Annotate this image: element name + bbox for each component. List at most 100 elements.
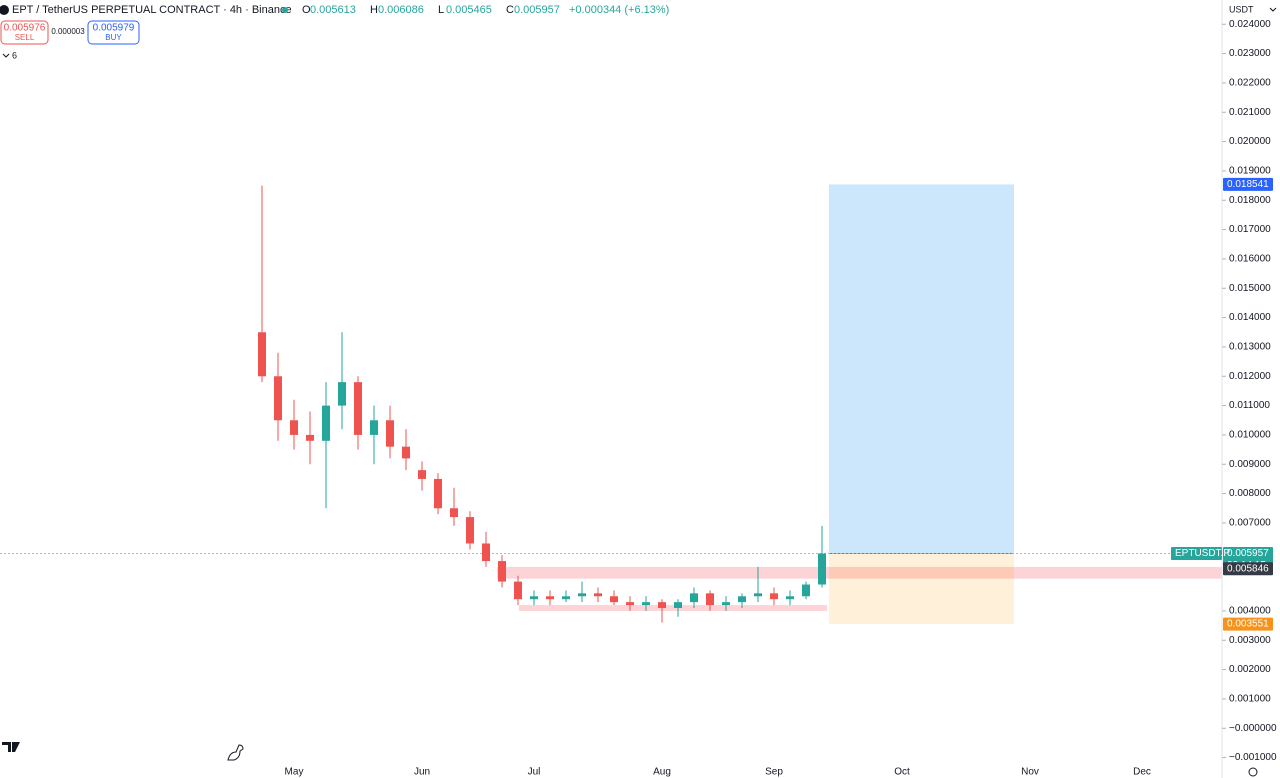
y-tick-label: 0.001000 xyxy=(1229,694,1271,705)
candle-body xyxy=(546,596,554,600)
y-tick-label: 0.013000 xyxy=(1229,342,1271,353)
x-tick-label: Nov xyxy=(1021,767,1039,778)
ohlc-key: O xyxy=(302,4,311,16)
candle-body xyxy=(386,420,394,447)
candle-body xyxy=(450,508,458,518)
candle-body xyxy=(578,593,586,597)
price-line-label-bg xyxy=(1223,562,1273,576)
y-tick-label: 0.008000 xyxy=(1229,488,1271,499)
candle-body xyxy=(658,602,666,608)
y-tick-label: 0.015000 xyxy=(1229,283,1271,294)
ohlc-value: 0.005613 xyxy=(310,4,356,16)
candle-body xyxy=(290,420,298,435)
candle-body xyxy=(770,593,778,600)
indicators-chevron[interactable] xyxy=(2,53,10,58)
y-tick-label: 0.016000 xyxy=(1229,254,1271,265)
candle-body xyxy=(434,478,442,509)
y-tick-label: 0.011000 xyxy=(1229,400,1270,411)
settings-icon[interactable] xyxy=(1248,767,1258,777)
y-tick-label: 0.022000 xyxy=(1229,78,1271,89)
dino-icon xyxy=(227,744,244,761)
y-tick-label: 0.018000 xyxy=(1229,195,1271,206)
x-tick-label: Oct xyxy=(894,767,910,778)
zone xyxy=(519,605,827,611)
ohlc-key: H xyxy=(370,4,378,16)
candle-body xyxy=(306,434,314,441)
ohlc-key: L xyxy=(438,4,444,16)
status-dot xyxy=(282,7,288,13)
currency[interactable]: USDT xyxy=(1229,4,1254,14)
sell-button[interactable] xyxy=(0,20,49,45)
buy-price: 0.005979 xyxy=(93,23,135,34)
x-tick-label: May xyxy=(285,767,304,778)
stop-area xyxy=(829,553,1014,625)
y-tick-label: 0.014000 xyxy=(1229,312,1271,323)
last-price-label-bg xyxy=(1223,547,1273,561)
y-tick-label: 0.020000 xyxy=(1229,136,1271,147)
candle-body xyxy=(610,596,618,603)
ohlc-key: C xyxy=(506,4,514,16)
y-tick-label: 0.019000 xyxy=(1229,166,1271,177)
last-price-label: 0.005957 xyxy=(1227,548,1269,559)
y-tick-label: 0.024000 xyxy=(1229,19,1271,30)
ohlc-values: O 0.005613 H 0.006086 L 0.005465 C 0.005957 +0.0… xyxy=(302,4,669,16)
zone xyxy=(497,566,1222,579)
buy-button[interactable] xyxy=(87,20,140,45)
candle-body xyxy=(338,382,346,406)
y-tick-label: 0.002000 xyxy=(1229,664,1271,675)
candle-body xyxy=(530,596,538,600)
x-tick-label: Sep xyxy=(765,767,783,778)
spread: 0.000003 xyxy=(51,27,85,36)
candle-body xyxy=(274,376,282,421)
candle-body xyxy=(418,470,426,479)
price-line-label: 0.005846 xyxy=(1227,563,1269,574)
symbol-label: EPTUSDT.P xyxy=(1175,548,1230,559)
x-tick-label: Dec xyxy=(1133,767,1151,778)
candle-body xyxy=(562,596,570,600)
y-tick-label: 0.004000 xyxy=(1229,606,1271,617)
stop-label: 0.003551 xyxy=(1227,619,1269,630)
currency-chevron[interactable] xyxy=(1269,7,1277,12)
candle-body xyxy=(674,602,682,608)
y-tick-label: 0.023000 xyxy=(1229,48,1271,59)
y-tick-label: 0.010000 xyxy=(1229,430,1271,441)
candle-body xyxy=(370,420,378,435)
candle-body xyxy=(754,593,762,597)
y-tick-label: 0.012000 xyxy=(1229,371,1271,382)
y-tick-label: 0.017000 xyxy=(1229,224,1271,235)
candle-body xyxy=(498,561,506,582)
candle-body xyxy=(354,382,362,435)
y-tick-label: 0.009000 xyxy=(1229,459,1271,470)
symbol-label-bg xyxy=(1171,547,1222,561)
ohlc-value: 0.006086 xyxy=(378,4,424,16)
plot xyxy=(0,184,1222,625)
candle-body xyxy=(626,602,634,606)
y-tick-label: −0.001000 xyxy=(1229,752,1277,763)
candle-body xyxy=(258,332,266,377)
symbol-icon xyxy=(0,5,9,15)
candle-body xyxy=(690,593,698,603)
sell-price: 0.005976 xyxy=(4,23,46,34)
candle-body xyxy=(322,405,330,441)
y-tick-label: 0.007000 xyxy=(1229,518,1271,529)
candle-body xyxy=(738,596,746,603)
target-area xyxy=(829,184,1014,554)
candle-body xyxy=(514,581,522,600)
change: +0.000344 (+6.13%) xyxy=(569,4,669,16)
target-label: 0.018541 xyxy=(1227,179,1269,190)
candle-body xyxy=(594,593,602,597)
ohlc-value: 0.005465 xyxy=(446,4,492,16)
logo xyxy=(2,742,20,752)
candle-body xyxy=(402,446,410,459)
x-tick-label: Aug xyxy=(653,767,671,778)
candle-body xyxy=(786,596,794,600)
x-tick-label: Jun xyxy=(414,767,430,778)
candle-body xyxy=(482,543,490,562)
candle-body xyxy=(466,517,474,544)
y-tick-label: −0.000000 xyxy=(1229,723,1277,734)
candle-body xyxy=(642,602,650,606)
indicators-count[interactable]: 6 xyxy=(12,50,17,60)
sell-label: SELL xyxy=(15,33,35,42)
x-tick-label: Jul xyxy=(528,767,541,778)
